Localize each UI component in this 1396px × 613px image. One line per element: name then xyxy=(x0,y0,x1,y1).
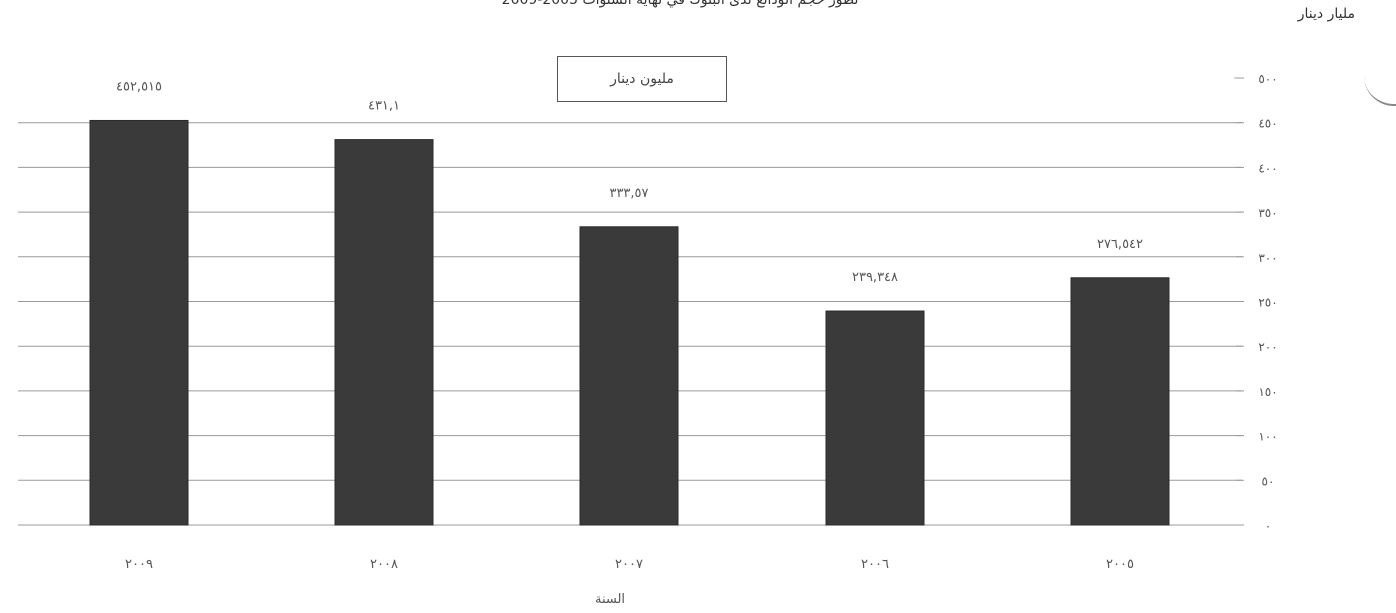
x-tick-label: ٢٠٠٥ xyxy=(1106,557,1134,572)
y-tick-label: ٣٠٠ xyxy=(1258,251,1277,265)
bar-value-label: ٣٣٣,٥٧ xyxy=(609,186,648,201)
y-tick-label: ٥٠٠ xyxy=(1258,72,1277,86)
bar-value-label: ٤٣١,١ xyxy=(368,99,400,114)
bar-value-label: ٢٧٦,٥٤٢ xyxy=(1097,237,1143,252)
y-tick-label: ١٥٠ xyxy=(1258,385,1277,399)
y-tick-label: ١٠٠ xyxy=(1258,430,1277,444)
x-tick-label: ٢٠٠٨ xyxy=(370,557,398,572)
bar xyxy=(579,226,679,526)
bar xyxy=(825,310,925,526)
value-labels: ٤٥٢,٥١٥ ٤٣١,١ ٣٣٣,٥٧ ٢٣٩,٣٤٨ ٢٧٦,٥٤٢ xyxy=(116,79,1143,285)
y-tick-label: ٢٥٠ xyxy=(1258,296,1277,310)
x-ticks: ٢٠٠٩ ٢٠٠٨ ٢٠٠٧ ٢٠٠٦ ٢٠٠٥ xyxy=(125,557,1134,572)
legend-box: مليون دينار xyxy=(557,56,727,102)
x-tick-label: ٢٠٠٩ xyxy=(125,557,153,572)
x-axis-label: السنة xyxy=(594,592,626,607)
bar xyxy=(334,139,434,526)
y-axis-unit-label: مليار دينار xyxy=(1297,6,1355,22)
bars xyxy=(89,119,1170,526)
y-ticks: ٠ ٥٠ ١٠٠ ١٥٠ ٢٠٠ ٢٥٠ ٣٠٠ ٣٥٠ ٤٠٠ ٤٥٠ ٥٠٠ xyxy=(1258,72,1277,533)
y-tick-label: ٠ xyxy=(1265,519,1271,533)
y-tick-label: ٣٥٠ xyxy=(1258,206,1277,220)
x-tick-label: ٢٠٠٧ xyxy=(615,557,643,572)
y-tick-label: ٢٠٠ xyxy=(1258,340,1277,354)
bar-value-label: ٢٣٩,٣٤٨ xyxy=(852,270,898,285)
y-tick-label: ٥٠ xyxy=(1262,474,1275,488)
bar-value-label: ٤٥٢,٥١٥ xyxy=(116,79,162,94)
bar xyxy=(89,119,189,526)
chart-title: تطور حجم الودائع لدى البنوك في نهاية الس… xyxy=(501,0,859,8)
y-tick-label: ٤٠٠ xyxy=(1258,161,1277,175)
x-tick-label: ٢٠٠٦ xyxy=(861,557,889,572)
y-tick-label: ٤٥٠ xyxy=(1258,117,1277,131)
bar xyxy=(1070,277,1170,526)
